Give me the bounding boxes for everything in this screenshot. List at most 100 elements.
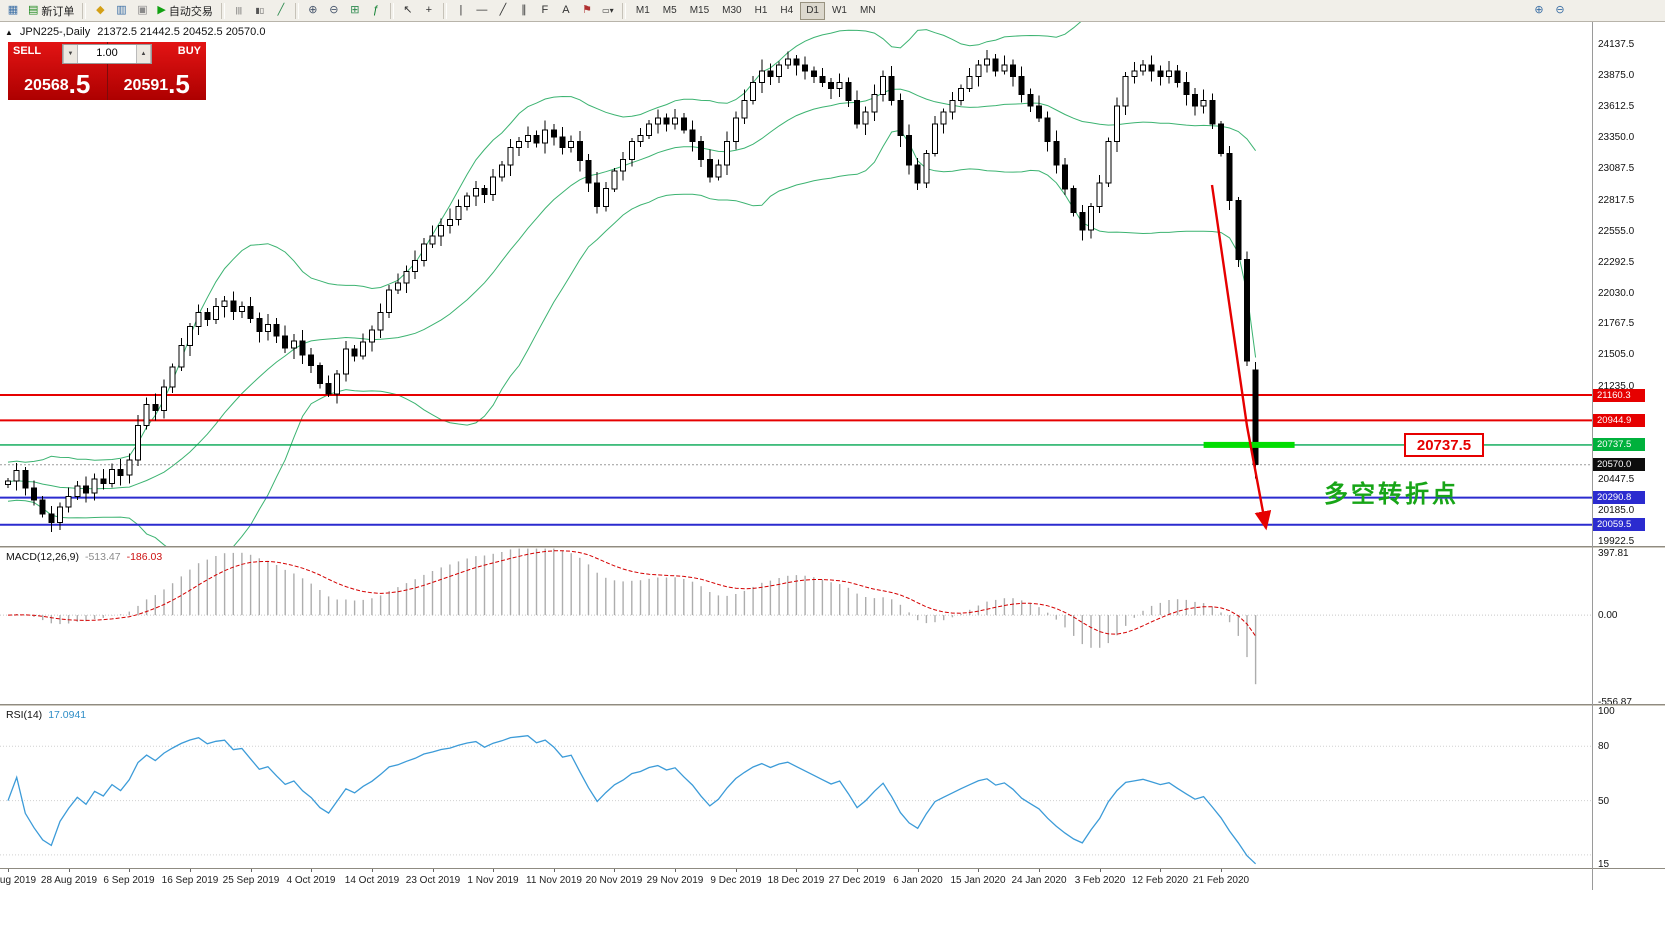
- time-axis-tick: [433, 869, 434, 872]
- time-axis-tick: [796, 869, 797, 872]
- rsi-axis[interactable]: 100 80 50 15: [1593, 706, 1665, 870]
- time-axis-label: 3 Feb 2020: [1074, 875, 1126, 886]
- timeframe-w1-button[interactable]: W1: [826, 2, 853, 20]
- indicators-icon[interactable]: ƒ: [366, 2, 386, 20]
- new-order-button[interactable]: ▤ 新订单: [24, 2, 78, 20]
- zoom-out-icon: ⊖: [329, 4, 339, 16]
- crosshair-icon[interactable]: +: [419, 2, 439, 20]
- timeframe-mn-button[interactable]: MN: [854, 2, 882, 20]
- buy-label: BUY: [177, 45, 201, 57]
- print-icon[interactable]: ▣: [132, 2, 152, 20]
- chart-candles-icon[interactable]: ▮▯: [250, 2, 270, 20]
- magnifier-minus-icon[interactable]: ⊖: [1550, 2, 1570, 20]
- macd-axis-label: 397.81: [1598, 548, 1629, 559]
- auto-trading-button[interactable]: ▶ 自动交易: [153, 2, 216, 20]
- price-line-badge: 20944.9: [1593, 414, 1645, 427]
- indicators-icon: ƒ: [372, 4, 379, 16]
- symbol-period-label: JPN225-,Daily: [19, 26, 91, 38]
- toolbar-separator: [220, 2, 225, 19]
- fibonacci-icon[interactable]: F: [535, 2, 555, 20]
- timeframe-m30-button[interactable]: M30: [716, 2, 747, 20]
- sell-price: 20568.5: [24, 69, 91, 99]
- time-axis-tick: [978, 869, 979, 872]
- crosshair-icon: +: [425, 4, 433, 16]
- price-axis-label: 22030.0: [1598, 288, 1635, 299]
- macd-axis-label: -556.87: [1598, 697, 1632, 708]
- horizontal-line-icon[interactable]: —: [472, 2, 492, 20]
- sell-label: SELL: [13, 45, 42, 57]
- label-icon[interactable]: ⚑: [577, 2, 597, 20]
- rsi-name: RSI(14): [6, 709, 43, 721]
- rsi-chart[interactable]: [0, 706, 1592, 868]
- time-axis-tick: [69, 869, 70, 872]
- rsi-panel: RSI(14) 17.0941 100 80 50 15: [0, 706, 1665, 870]
- macd-axis[interactable]: 397.81 0.00 -556.87: [1593, 548, 1665, 708]
- volume-increase-button[interactable]: ▲: [136, 45, 151, 63]
- macd-chart[interactable]: [0, 548, 1592, 704]
- timeframe-d1-button[interactable]: D1: [800, 1, 825, 20]
- time-axis-tick: [857, 869, 858, 872]
- timeframe-m1-button[interactable]: M1: [630, 2, 656, 20]
- turning-point-annotation: 多空转折点: [1324, 481, 1459, 508]
- price-axis-label: 22555.0: [1598, 226, 1635, 237]
- macd-value: -513.47: [84, 551, 121, 563]
- channel-icon[interactable]: ∥: [514, 2, 534, 20]
- price-axis-label: 23875.0: [1598, 70, 1635, 81]
- volume-decrease-button[interactable]: ▼: [63, 45, 78, 63]
- auto-trading-icon: ▶: [157, 4, 166, 16]
- buy-button[interactable]: BUY 20591.5: [107, 42, 206, 100]
- chart-bars-icon[interactable]: |||: [229, 2, 249, 20]
- shapes-icon: ▭▾: [602, 5, 614, 15]
- rsi-axis-label: 80: [1598, 741, 1610, 752]
- timeframe-m15-button[interactable]: M15: [684, 2, 715, 20]
- timeframe-h1-button[interactable]: H1: [749, 2, 774, 20]
- print-icon: ▣: [137, 4, 148, 16]
- vertical-line-icon[interactable]: |: [451, 2, 471, 20]
- zoom-in-icon[interactable]: ⊕: [303, 2, 323, 20]
- volume-value: 1.00: [96, 47, 118, 59]
- time-axis-tick: [1221, 869, 1222, 872]
- zoom-in-icon: ⊕: [308, 4, 318, 16]
- trendline-icon: ╱: [499, 4, 507, 16]
- new-chart-icon[interactable]: ▦: [3, 2, 23, 20]
- panel-splitter[interactable]: [0, 704, 1665, 707]
- favorites-icon[interactable]: ◆: [90, 2, 110, 20]
- time-axis-label: 29 Nov 2019: [646, 875, 704, 886]
- candlestick-chart[interactable]: [0, 22, 1592, 546]
- chart-line-icon[interactable]: ╱: [271, 2, 291, 20]
- price-axis-label: 24137.5: [1598, 39, 1635, 50]
- panel-splitter[interactable]: [0, 546, 1665, 549]
- volume-input[interactable]: ▼ 1.00 ▲: [62, 44, 152, 64]
- time-axis-label: 11 Nov 2019: [526, 875, 582, 886]
- shapes-icon[interactable]: ▭▾: [598, 2, 618, 20]
- time-axis-tick: [493, 869, 494, 872]
- timeframe-m5-button[interactable]: M5: [657, 2, 683, 20]
- vertical-line-icon: |: [459, 4, 463, 16]
- collapse-triangle-icon[interactable]: ▲: [5, 27, 13, 37]
- text-icon[interactable]: A: [556, 2, 576, 20]
- main-chart-panel: ▲ JPN225-,Daily 21372.5 21442.5 20452.5 …: [0, 22, 1665, 546]
- tile-windows-icon[interactable]: ⊞: [345, 2, 365, 20]
- price-line-badge: 20570.0: [1593, 458, 1645, 471]
- time-axis-label: 6 Jan 2020: [893, 875, 943, 886]
- macd-panel: MACD(12,26,9) -513.47 -186.03 397.81 0.00…: [0, 548, 1665, 708]
- toolbar-separator: [442, 2, 447, 19]
- trendline-icon[interactable]: ╱: [493, 2, 513, 20]
- price-axis-label: 23350.0: [1598, 132, 1635, 143]
- price-level-callout: 20737.5: [1404, 433, 1484, 457]
- price-axis-label: 22817.5: [1598, 195, 1635, 206]
- zoom-out-icon[interactable]: ⊖: [324, 2, 344, 20]
- cursor-icon[interactable]: ↖: [398, 2, 418, 20]
- chart-line-icon: ╱: [277, 4, 285, 16]
- toolbar-separator: [294, 2, 299, 19]
- time-axis-label: 19 Aug 2019: [0, 875, 37, 886]
- market-watch-icon[interactable]: ▥: [111, 2, 131, 20]
- time-axis-tick: [1160, 869, 1161, 872]
- time-axis-label: 14 Oct 2019: [344, 875, 400, 886]
- price-axis[interactable]: 24137.5 23875.0 23612.5 23350.0 23087.5 22817…: [1593, 22, 1665, 546]
- timeframe-h4-button[interactable]: H4: [774, 2, 799, 20]
- macd-signal-value: -186.03: [126, 551, 163, 563]
- magnifier-plus-icon[interactable]: ⊕: [1529, 2, 1549, 20]
- time-axis-tick: [311, 869, 312, 872]
